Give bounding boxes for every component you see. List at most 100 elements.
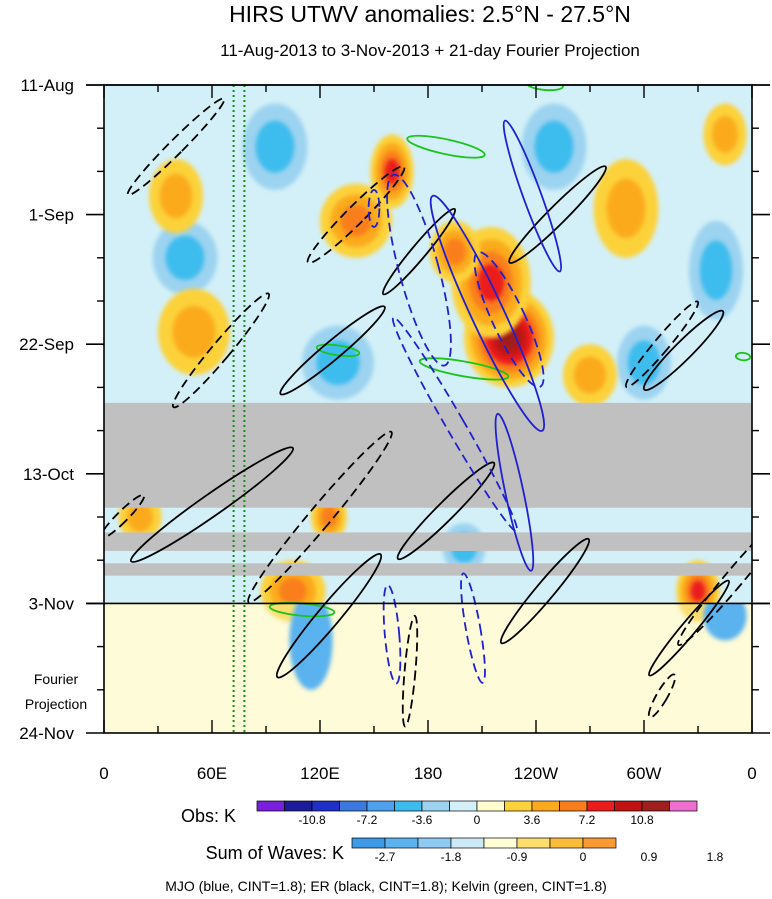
- forecast-cold-blob: [703, 603, 747, 641]
- kelvin-wave-contours: [268, 85, 752, 618]
- cold-anomaly-blob: [699, 240, 733, 300]
- waves-colorbar-label: 1.8: [707, 850, 724, 864]
- colorbar-swatch: [669, 800, 698, 812]
- y-axis-ticks: 11-Aug 1-Sep 22-Sep 13-Oct 3-Nov 24-Nov: [19, 76, 770, 743]
- colorbar-swatch: [450, 837, 485, 849]
- colorbar-swatch: [384, 837, 419, 849]
- obs-colorbar-label: 3.6: [524, 813, 541, 827]
- kelvin-contour-positive: [406, 134, 486, 159]
- colorbar-swatch: [582, 837, 617, 849]
- er-contour-negative: [104, 493, 146, 541]
- mjo-wave-contours: [367, 119, 563, 685]
- warm-anomaly-blob: [690, 580, 706, 602]
- waves-legend-label: Sum of Waves: K: [206, 843, 344, 863]
- mjo-contour-positive: [494, 412, 535, 572]
- warm-anomaly-blob: [340, 204, 372, 237]
- er-contour-negative: [306, 165, 406, 264]
- cold-anomaly-blob: [316, 340, 360, 385]
- plot-area: [104, 85, 752, 733]
- missing-data-bands: [104, 402, 752, 576]
- colorbar-swatch: [284, 800, 313, 812]
- colorbar-swatch: [339, 800, 368, 812]
- mjo-contour-negative: [473, 251, 545, 388]
- fourier-label-line2: Projection: [25, 696, 87, 712]
- er-contour-negative: [172, 292, 270, 409]
- kelvin-contour-positive: [734, 351, 752, 362]
- x-tick-label: 60W: [627, 764, 662, 783]
- er-contour-negative: [624, 300, 700, 388]
- obs-colorbar-label: 7.2: [579, 813, 596, 827]
- y-tick-label: 11-Aug: [20, 76, 74, 95]
- warm-anomaly-blob: [127, 502, 153, 532]
- er-wave-contours: [104, 97, 752, 728]
- colorbar-swatch: [421, 800, 450, 812]
- colorbar-swatch: [586, 800, 615, 812]
- fourier-label-line1: Fourier: [34, 671, 79, 687]
- colorbar-swatch: [449, 800, 478, 812]
- er-contour-positive: [129, 446, 295, 563]
- missing-data-band: [104, 402, 752, 508]
- kelvin-contour-positive: [418, 357, 510, 381]
- er-contour-positive: [279, 305, 386, 396]
- x-tick-label: 0: [747, 764, 756, 783]
- er-contour-positive: [275, 552, 383, 679]
- obs-colorbar-label: -7.2: [357, 813, 378, 827]
- waves-colorbar-label: -0.9: [507, 850, 528, 864]
- y-tick-label: 22-Sep: [19, 335, 74, 354]
- y-tick-label: 1-Sep: [29, 206, 74, 225]
- forecast-cold-blob: [289, 603, 333, 690]
- cold-anomaly-blob: [165, 235, 205, 281]
- reference-longitude-lines: [232, 85, 246, 733]
- waves-colorbar-label: -1.8: [441, 850, 462, 864]
- y-tick-label: 13-Oct: [23, 465, 74, 484]
- er-contour-positive: [396, 461, 496, 561]
- colorbar-swatch: [549, 837, 584, 849]
- mjo-contour-positive: [429, 194, 546, 432]
- y-tick-label: 24-Nov: [19, 724, 74, 743]
- mjo-contour-negative: [367, 189, 381, 228]
- waves-colorbar-label: 0: [580, 850, 587, 864]
- contour-caption: MJO (blue, CINT=1.8); ER (black, CINT=1.…: [165, 878, 607, 894]
- er-contour-negative: [401, 615, 419, 728]
- waves-colorbar: -2.7-1.8-0.900.91.82.7: [351, 837, 724, 864]
- colorbar-swatch: [366, 800, 395, 812]
- obs-colorbar-label: 10.8: [630, 813, 654, 827]
- colorbar-swatch: [516, 837, 551, 849]
- colorbar-swatch: [614, 800, 643, 812]
- obs-colorbar-label: -10.8: [298, 813, 326, 827]
- cold-anomaly-blob: [534, 120, 574, 173]
- mjo-contour-negative: [460, 572, 486, 684]
- colorbar-swatch: [394, 800, 423, 812]
- chart-subtitle: 11-Aug-2013 to 3-Nov-2013 + 21-day Fouri…: [220, 41, 640, 60]
- mjo-contour-negative: [386, 173, 452, 367]
- obs-colorbar: -10.8 -7.2 -3.6 0 3.6 7.2 10.8: [256, 800, 698, 827]
- x-tick-label: 60E: [197, 764, 227, 783]
- obs-colorbar-label: -3.6: [412, 813, 433, 827]
- cold-anomaly-blob: [255, 120, 295, 173]
- x-tick-label: 0: [99, 764, 108, 783]
- er-contour-positive: [381, 207, 457, 296]
- er-contour-positive: [508, 165, 607, 264]
- mjo-contour-negative: [382, 584, 402, 685]
- colorbar-swatch: [311, 800, 340, 812]
- warm-anomaly-blob: [606, 178, 646, 239]
- colorbar-swatch: [559, 800, 588, 812]
- colorbar-swatch: [256, 800, 285, 812]
- warm-anomaly-blob: [573, 356, 607, 394]
- er-contour-positive: [499, 537, 591, 645]
- warm-anomaly-blob: [279, 577, 307, 603]
- x-tick-label: 120E: [300, 764, 340, 783]
- er-contour-positive: [648, 579, 730, 677]
- kelvin-contour-positive: [315, 343, 361, 358]
- colorbar-swatch: [351, 837, 386, 849]
- colorbar-swatch: [417, 837, 452, 849]
- colorbar-swatch: [504, 800, 533, 812]
- missing-data-band: [104, 532, 752, 551]
- x-tick-label: 180: [414, 764, 442, 783]
- colorbar-swatch: [531, 800, 560, 812]
- colorbar-swatch: [476, 800, 505, 812]
- warm-anomaly-blob: [159, 173, 193, 219]
- chart-title: HIRS UTWV anomalies: 2.5°N - 27.5°N: [229, 1, 631, 27]
- y-tick-label: 3-Nov: [29, 594, 75, 613]
